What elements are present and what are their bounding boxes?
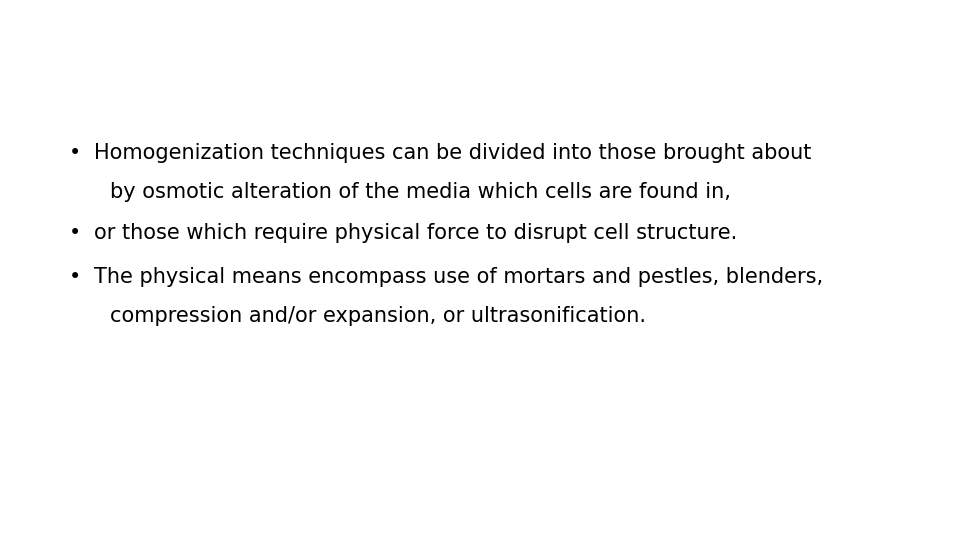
Text: •: • [69,267,82,287]
Text: •: • [69,223,82,243]
Text: compression and/or expansion, or ultrasonification.: compression and/or expansion, or ultraso… [110,306,646,326]
Text: by osmotic alteration of the media which cells are found in,: by osmotic alteration of the media which… [110,182,732,202]
Text: The physical means encompass use of mortars and pestles, blenders,: The physical means encompass use of mort… [94,267,824,287]
Text: •: • [69,143,82,163]
Text: Homogenization techniques can be divided into those brought about: Homogenization techniques can be divided… [94,143,811,163]
Text: or those which require physical force to disrupt cell structure.: or those which require physical force to… [94,223,737,243]
